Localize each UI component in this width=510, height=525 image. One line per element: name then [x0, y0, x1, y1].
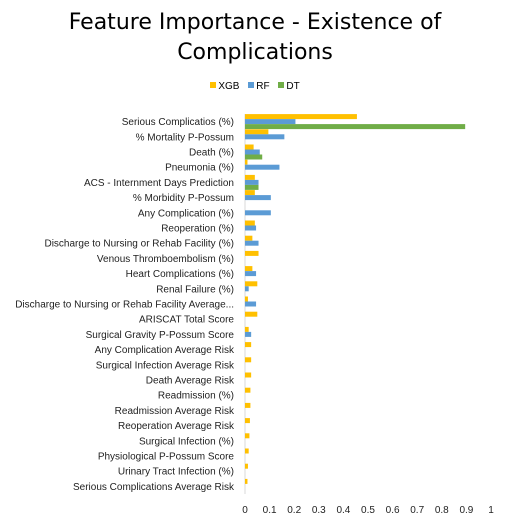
bar-rf-pneumonia: [245, 164, 280, 170]
x-tick-label: 0.8: [435, 505, 449, 516]
bar-xgb-readmission-average-risk: [245, 402, 251, 408]
x-tick-label: 0.6: [386, 505, 400, 516]
bar-rf-surgical-gravity-p-possum-score: [245, 331, 252, 337]
bar-rf-acs-internment-days-prediction: [245, 179, 259, 185]
bar-xgb-death-average-risk: [245, 372, 252, 378]
x-tick-label: 0.1: [263, 505, 277, 516]
legend-item-xgb: XGB: [210, 81, 239, 93]
bar-rf-any-complication: [245, 210, 271, 216]
bar-xgb-reoperation: [245, 220, 255, 226]
legend-swatch-rf: [248, 82, 255, 88]
chart-title-line-2: Complications: [177, 40, 333, 65]
bar-dt-serious-complicatios: [245, 124, 466, 130]
bar-rf-death: [245, 149, 260, 155]
category-label: Readmission Average Risk: [115, 406, 235, 417]
bar-xgb-renal-failure: [245, 281, 258, 287]
bar-rf-morbidity-p-possum: [245, 195, 271, 201]
category-label: Serious Complicatios (%): [122, 117, 234, 128]
bar-xgb-discharge-to-nursing-or-rehab-facility: [245, 235, 253, 241]
bar-rf-reoperation: [245, 225, 257, 231]
category-label: Pneumonia (%): [165, 163, 234, 174]
chart-legend: XGB RF DT: [0, 81, 510, 93]
x-tick-label: 0: [242, 505, 248, 516]
x-tick-label: 1: [488, 505, 494, 516]
category-label: Any Complication Average Risk: [95, 345, 235, 356]
legend-swatch-xgb: [210, 82, 217, 88]
bar-xgb-morbidity-p-possum: [245, 190, 255, 196]
bar-xgb-acs-internment-days-prediction: [245, 174, 255, 180]
category-label: Surgical Infection Average Risk: [96, 360, 235, 371]
x-tick-label: 0.5: [361, 505, 375, 516]
category-label: Venous Thromboembolism (%): [97, 254, 234, 265]
bar-xgb-surgical-infection: [245, 433, 250, 439]
legend-swatch-dt: [278, 82, 285, 88]
bar-rf-serious-complicatios: [245, 119, 296, 125]
bar-xgb-mortality-p-possum: [245, 129, 269, 135]
category-label: Renal Failure (%): [156, 284, 234, 295]
chart-title: Feature Importance - Existence of Compli…: [0, 8, 510, 68]
legend-label-xgb: XGB: [218, 81, 240, 92]
bar-xgb-urinary-tract-infection: [245, 463, 248, 469]
bar-xgb-pneumonia: [245, 159, 248, 165]
x-tick-label: 0.3: [312, 505, 326, 516]
category-label: Surgical Infection (%): [139, 436, 234, 447]
bar-xgb-death: [245, 144, 254, 150]
category-label: Death (%): [189, 148, 234, 159]
legend-label-dt: DT: [286, 81, 300, 92]
bar-xgb-discharge-to-nursing-or-rehab-facility-average: [245, 296, 248, 302]
x-tick-label: 0.4: [336, 505, 350, 516]
bar-xgb-surgical-infection-average-risk: [245, 357, 252, 363]
category-label: Any Complication (%): [138, 208, 234, 219]
bar-rf-heart-complications: [245, 271, 257, 277]
bar-xgb-serious-complicatios: [245, 114, 357, 120]
category-label: Surgical Gravity P-Possum Score: [86, 330, 235, 341]
category-label: ACS - Internment Days Prediction: [84, 178, 234, 189]
category-label: Urinary Tract Infection (%): [118, 467, 234, 478]
x-tick-label: 0.9: [459, 505, 473, 516]
bar-xgb-readmission: [245, 387, 251, 393]
bar-xgb-ariscat-total-score: [245, 311, 258, 317]
bar-rf-renal-failure: [245, 286, 249, 292]
legend-item-rf: RF: [248, 81, 270, 93]
category-label: % Mortality P-Possum: [136, 132, 234, 143]
bar-rf-discharge-to-nursing-or-rehab-facility-average: [245, 301, 257, 307]
bar-xgb-heart-complications: [245, 266, 253, 272]
bar-rf-discharge-to-nursing-or-rehab-facility: [245, 240, 259, 246]
bar-xgb-physiological-p-possum-score: [245, 448, 249, 454]
bar-xgb-surgical-gravity-p-possum-score: [245, 326, 249, 332]
chart-title-line-1: Feature Importance - Existence of: [68, 10, 442, 35]
category-label: Heart Complications (%): [126, 269, 234, 280]
legend-item-dt: DT: [278, 81, 300, 93]
category-label: % Morbidity P-Possum: [133, 193, 234, 204]
category-label: Physiological P-Possum Score: [98, 452, 235, 463]
bar-xgb-venous-thromboembolism: [245, 250, 259, 256]
x-tick-label: 0.2: [287, 505, 301, 516]
category-label: ARISCAT Total Score: [139, 315, 234, 326]
x-tick-label: 0.7: [410, 505, 424, 516]
category-label: Discharge to Nursing or Rehab Facility A…: [15, 300, 234, 311]
legend-label-rf: RF: [256, 81, 270, 92]
category-label: Reoperation Average Risk: [118, 421, 235, 432]
bar-xgb-serious-complications-average-risk: [245, 478, 248, 484]
category-label: Readmission (%): [158, 391, 234, 402]
category-label: Serious Complications Average Risk: [73, 482, 235, 493]
bar-dt-acs-internment-days-prediction: [245, 184, 259, 190]
category-label: Discharge to Nursing or Rehab Facility (…: [44, 239, 234, 250]
bar-dt-death: [245, 154, 263, 160]
category-label: Reoperation (%): [161, 224, 234, 235]
bar-xgb-any-complication-average-risk: [245, 342, 252, 348]
category-label: Death Average Risk: [146, 376, 235, 387]
bar-rf-mortality-p-possum: [245, 134, 285, 140]
bar-xgb-reoperation-average-risk: [245, 418, 250, 424]
